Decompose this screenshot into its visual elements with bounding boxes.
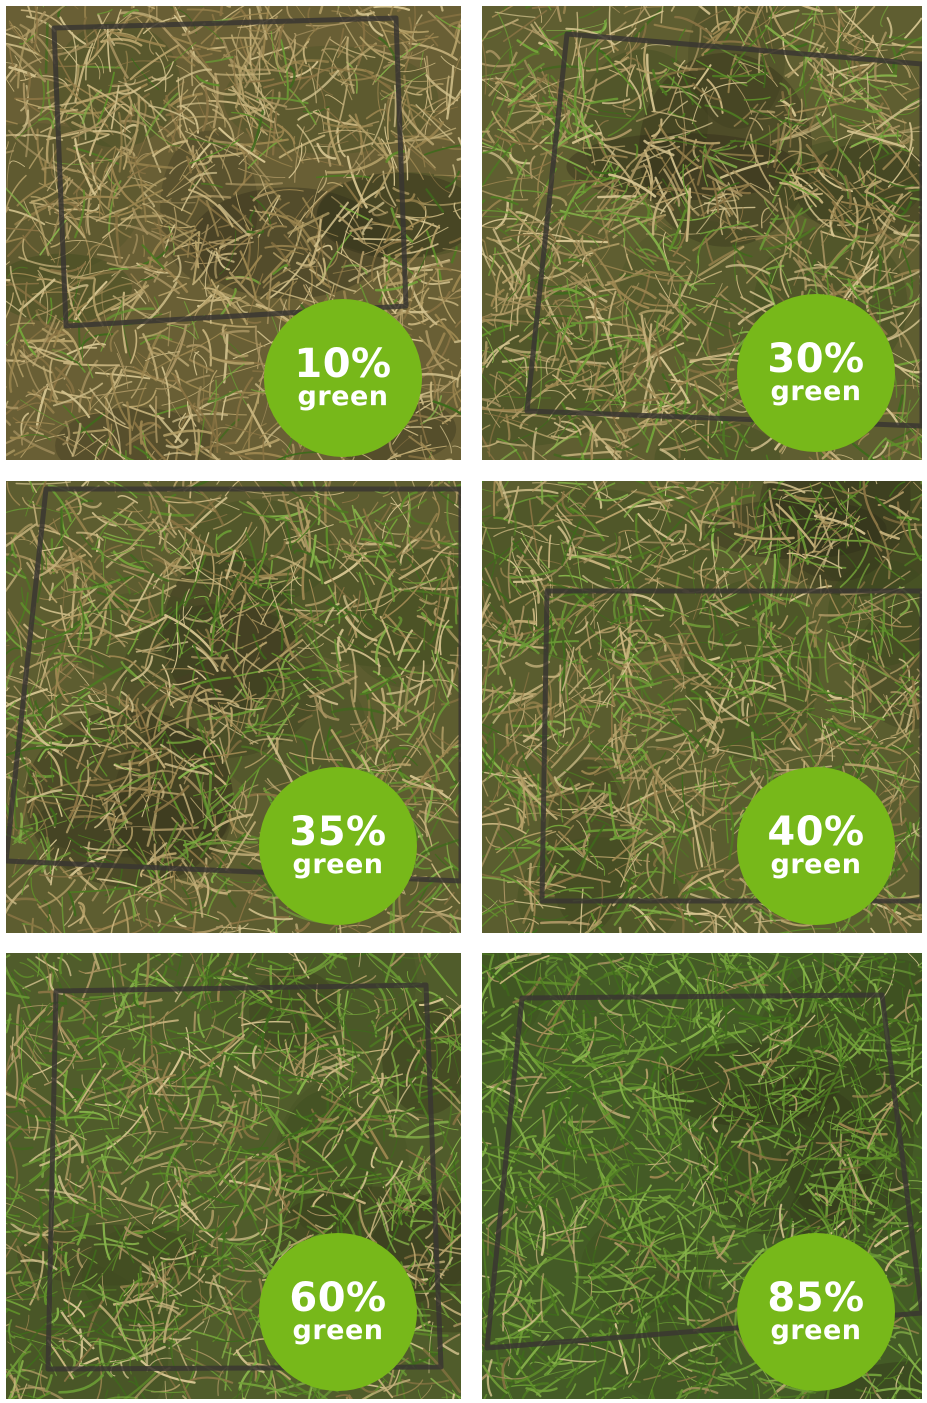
badge-label: green — [292, 1315, 384, 1346]
grass-photo-30-percent: 30% green — [482, 6, 922, 460]
badge-percent: 35% — [289, 809, 387, 855]
badge-label: green — [297, 381, 389, 412]
badge-label: green — [770, 1315, 862, 1346]
grass-photo-image — [482, 481, 922, 933]
grass-photo-85-percent: 85% green — [482, 953, 922, 1399]
badge-percent: 10% — [294, 341, 392, 387]
grass-photo-image — [6, 6, 461, 460]
grass-photo-60-percent: 60% green — [6, 953, 461, 1399]
badge-percent: 40% — [767, 809, 865, 855]
grass-photo-40-percent: 40% green — [482, 481, 922, 933]
badge-percent: 60% — [289, 1275, 387, 1321]
badge-label: green — [770, 849, 862, 880]
grass-photo-35-percent: 35% green — [6, 481, 461, 933]
green-percent-badge: 85% green — [737, 1233, 895, 1391]
badge-percent: 30% — [767, 336, 865, 382]
green-percent-badge: 35% green — [259, 767, 417, 925]
badge-label: green — [292, 849, 384, 880]
green-percent-badge: 60% green — [259, 1233, 417, 1391]
badge-label: green — [770, 376, 862, 407]
green-percent-badge: 30% green — [737, 294, 895, 452]
grass-photo-10-percent: 10% green — [6, 6, 461, 460]
green-percent-badge: 10% green — [264, 299, 422, 457]
green-percent-badge: 40% green — [737, 767, 895, 925]
badge-percent: 85% — [767, 1275, 865, 1321]
